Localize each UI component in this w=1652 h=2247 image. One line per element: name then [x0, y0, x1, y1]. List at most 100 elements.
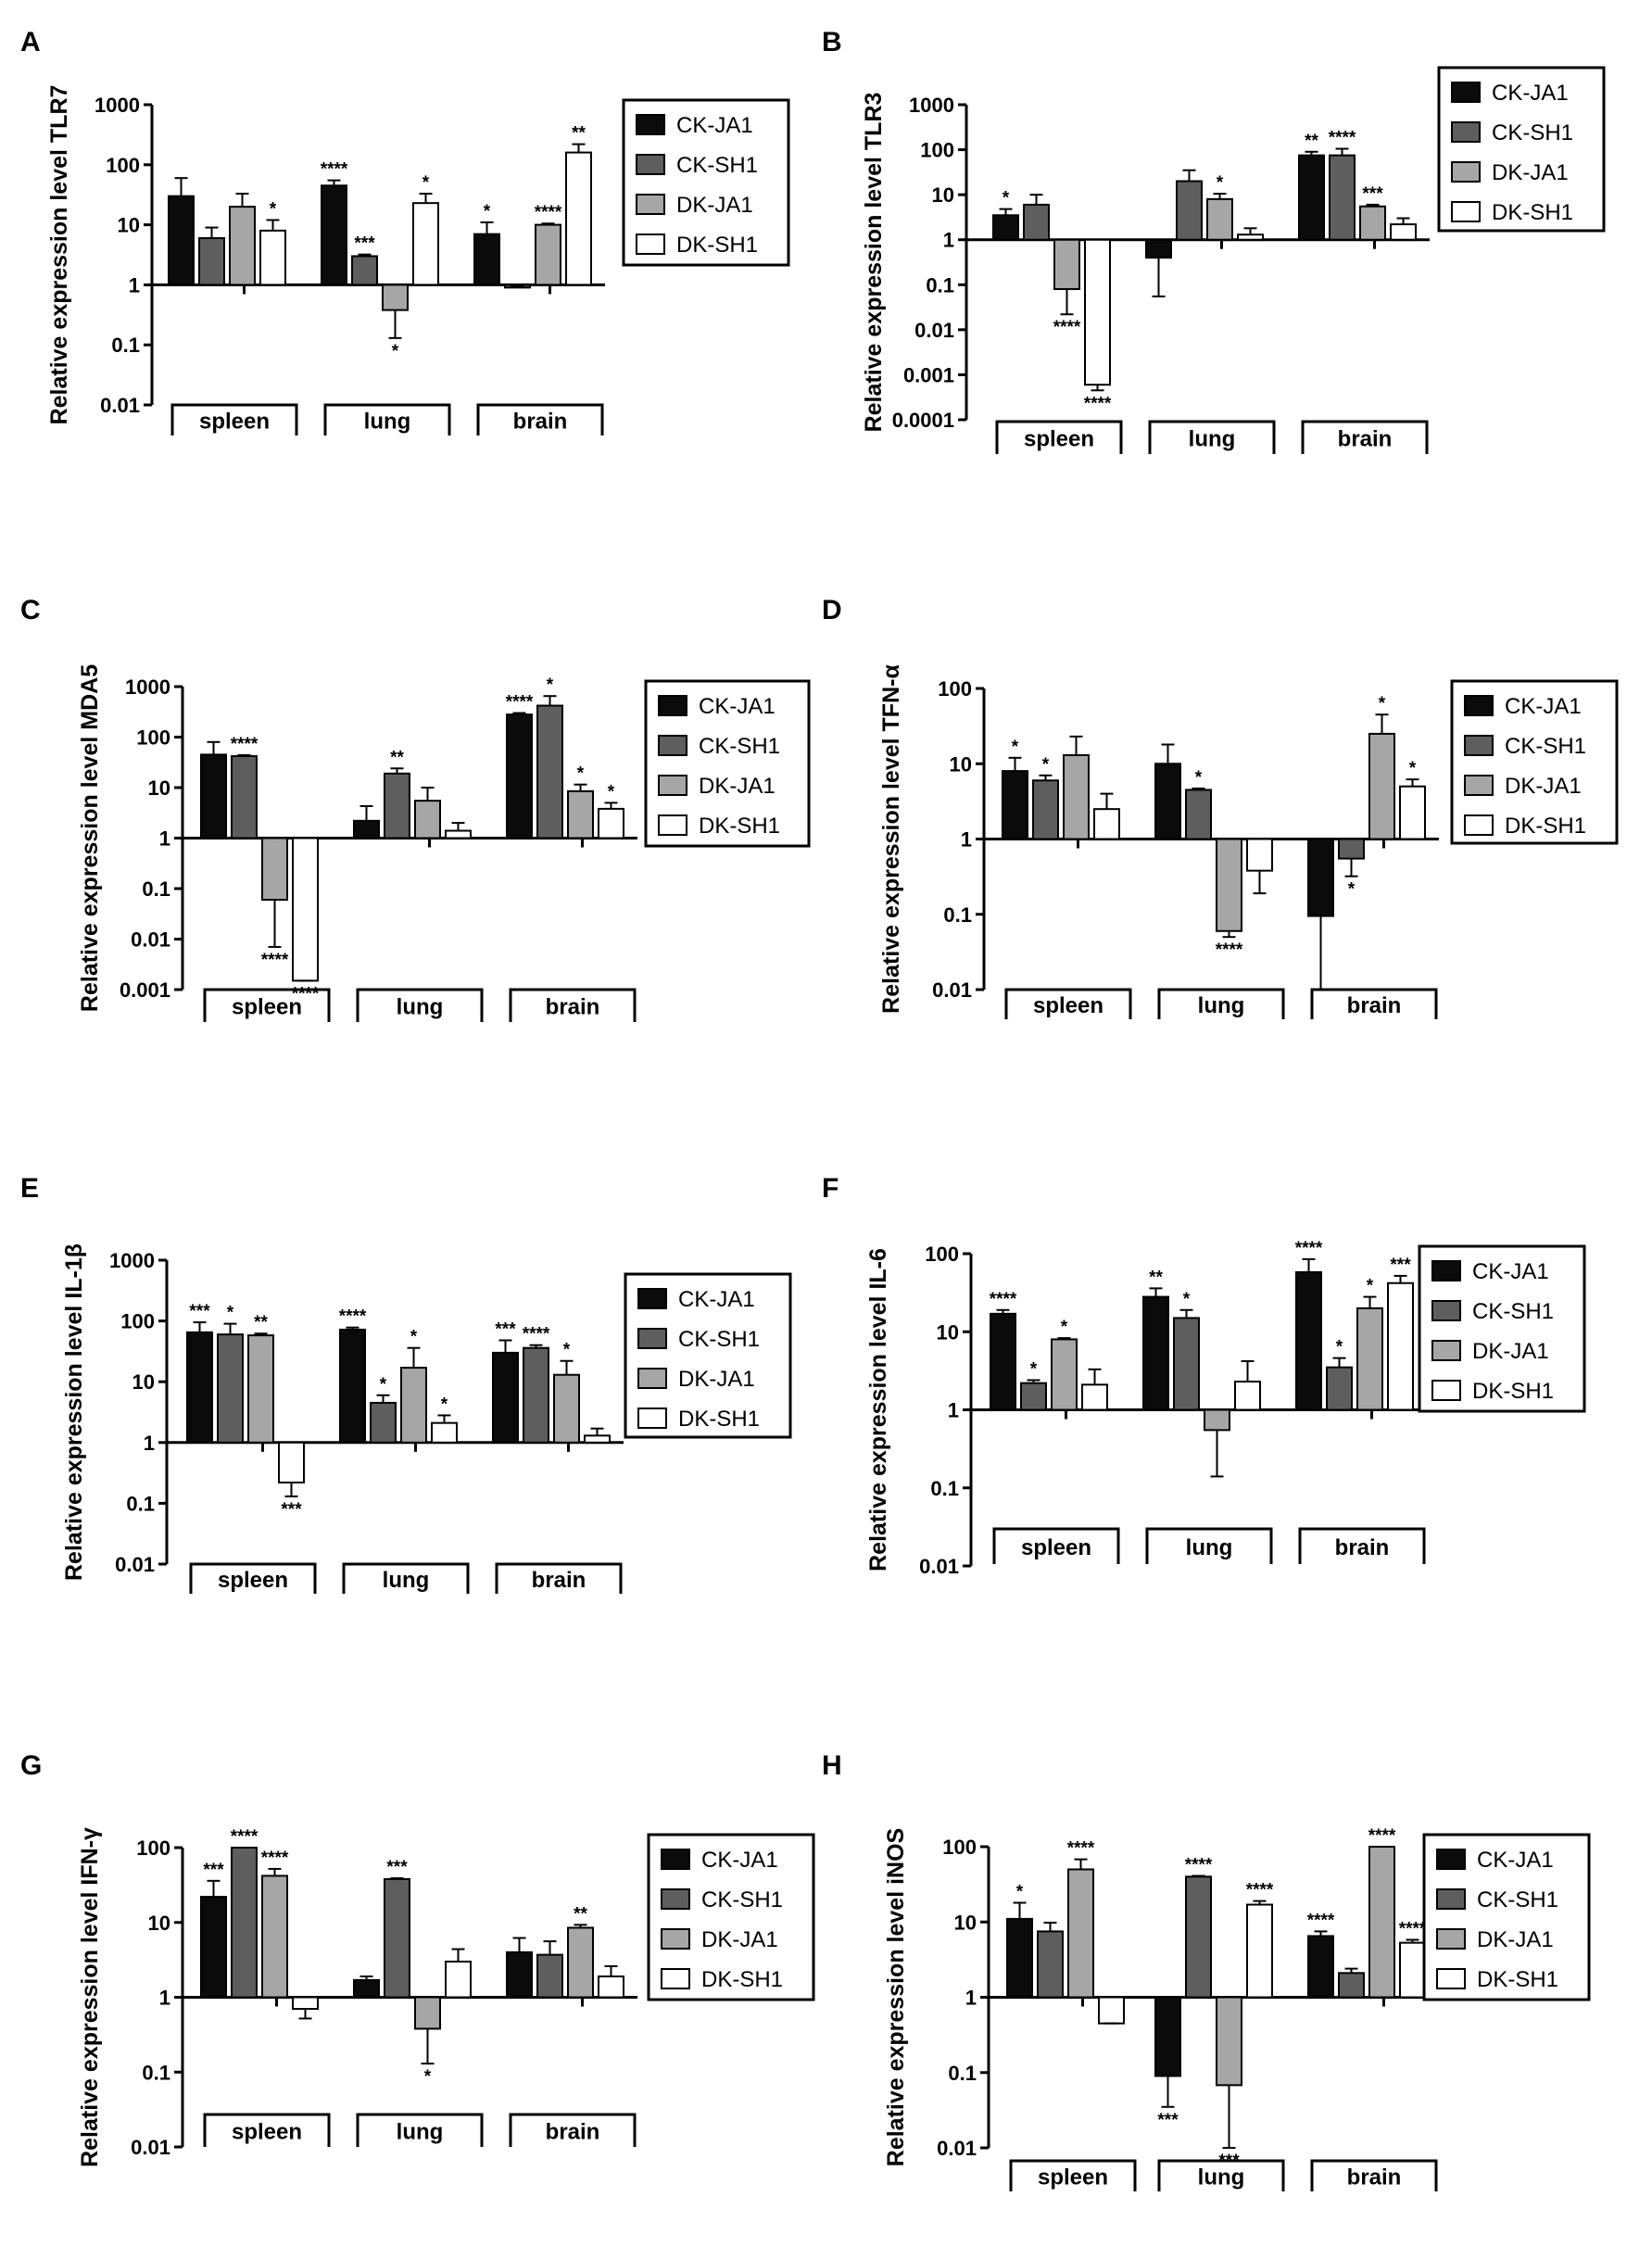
- legend-entry: DK-SH1: [1492, 200, 1573, 225]
- bar-dk-ja1: [247, 1334, 274, 1444]
- bar-dk-sh1: [1081, 1383, 1108, 1411]
- significance-label: *: [422, 173, 430, 193]
- category-bracket: [1310, 2159, 1438, 2191]
- bar-dk-sh1: [1390, 223, 1417, 241]
- legend-swatch: [1436, 1968, 1466, 1989]
- bar-dk-ja1: [1067, 1868, 1094, 1999]
- bar-ck-sh1: [1185, 1875, 1212, 1999]
- legend-entry: CK-JA1: [699, 694, 776, 719]
- category-bracket: [323, 403, 451, 436]
- significance-label: ****: [1053, 318, 1081, 337]
- legend-swatch: [1464, 775, 1494, 796]
- y-tick-label: 0.01: [914, 319, 954, 342]
- y-axis-title: Relative expression level IFN-γ: [77, 1827, 103, 2167]
- bar-dk-ja1: [414, 1996, 441, 2030]
- bar-dk-sh1: [292, 1996, 319, 2011]
- legend-entry: CK-SH1: [1505, 734, 1586, 759]
- category-bracket: [1310, 988, 1438, 1019]
- legend-swatch: [637, 1328, 667, 1349]
- legend-swatch: [636, 194, 665, 215]
- significance-label: *: [270, 199, 277, 219]
- bar-dk-ja1: [1051, 1338, 1078, 1411]
- category-label: brain: [1335, 1535, 1390, 1560]
- y-tick-label: 100: [925, 1243, 959, 1266]
- category-bracket: [1148, 420, 1276, 454]
- legend-entry: CK-JA1: [1492, 81, 1569, 106]
- category-label: lung: [397, 2120, 444, 2145]
- significance-label: ***: [354, 234, 375, 254]
- legend-swatch: [636, 154, 665, 175]
- category-label: brain: [1347, 993, 1402, 1018]
- legend: CK-JA1 CK-SH1 DK-JA1 DK-SH1: [1422, 1833, 1591, 2001]
- legend: CK-JA1 CK-SH1 DK-JA1 DK-SH1: [622, 98, 790, 267]
- chart-panel-b: B 0.0001 0.001 0.01 0.1 1 10 100 1000 Relative ex…: [822, 27, 1606, 454]
- category-bracket: [509, 988, 637, 1022]
- y-tick-label: 1: [159, 1987, 170, 2010]
- bar-dk-ja1: [1063, 753, 1090, 840]
- y-tick-label: 0.01: [932, 978, 972, 1002]
- legend-entry: DK-JA1: [676, 193, 753, 218]
- significance-label: *: [1336, 1338, 1343, 1357]
- category-label: brain: [532, 1568, 586, 1593]
- significance-label: ****: [1295, 1239, 1323, 1258]
- y-tick-label: 0.01: [131, 2136, 170, 2159]
- significance-label: ****: [1399, 1919, 1427, 1938]
- bar-ck-sh1: [1037, 1930, 1064, 1999]
- panel-letter: G: [20, 1750, 42, 1781]
- chart-panel-a: A 0.01 0.1 1 10 100 1000 Relative expression le…: [20, 27, 790, 436]
- y-tick-label: 10: [118, 214, 140, 237]
- significance-label: ****: [1246, 1881, 1274, 1900]
- bar-dk-sh1: [598, 807, 624, 839]
- legend-swatch: [658, 735, 687, 756]
- significance-label: *: [1012, 738, 1019, 757]
- y-tick-label: 1: [943, 229, 954, 252]
- legend-entry: DK-JA1: [1472, 1339, 1549, 1364]
- significance-label: ***: [203, 1861, 224, 1880]
- legend-swatch: [636, 234, 665, 255]
- bar-ck-sh1: [1032, 779, 1059, 840]
- legend: CK-JA1 CK-SH1 DK-JA1 DK-SH1: [647, 1833, 815, 2001]
- bar-ck-sh1: [351, 255, 378, 286]
- bar-ck-sh1: [1326, 1366, 1353, 1411]
- significance-label: ****: [261, 1849, 289, 1868]
- legend: CK-JA1 CK-SH1 DK-JA1 DK-SH1: [644, 679, 811, 848]
- legend-swatch: [661, 1888, 690, 1910]
- category-bracket: [1009, 2159, 1137, 2191]
- y-tick-label: 0.01: [131, 928, 170, 952]
- bar-ck-ja1: [1142, 1295, 1169, 1411]
- bar-dk-ja1: [1053, 238, 1080, 290]
- legend: CK-JA1 CK-SH1 DK-JA1 DK-SH1: [1418, 1244, 1586, 1413]
- bar-dk-sh1: [1093, 808, 1120, 840]
- category-label: spleen: [218, 1568, 288, 1593]
- bar-ck-ja1: [200, 753, 227, 839]
- bar-ck-ja1: [992, 214, 1019, 241]
- chart-panel-h: H 0.01 0.1 1 10 100 Relative expression level …: [822, 1750, 1591, 2191]
- category-label: brain: [546, 2120, 600, 2145]
- legend-entry: DK-SH1: [699, 814, 780, 839]
- bar-dk-ja1: [1216, 838, 1242, 932]
- legend-entry: CK-SH1: [1472, 1299, 1554, 1324]
- bar-dk-ja1: [1368, 1846, 1395, 1999]
- significance-label: ****: [231, 1827, 259, 1847]
- significance-label: ****: [1084, 394, 1112, 413]
- bar-dk-sh1: [445, 1960, 472, 1999]
- bar-ck-sh1: [1329, 154, 1356, 241]
- bar-ck-ja1: [1154, 763, 1181, 840]
- significance-label: ****: [506, 692, 534, 712]
- bar-ck-ja1: [1154, 1996, 1181, 2077]
- significance-label: *: [1003, 189, 1010, 208]
- bar-dk-ja1: [414, 800, 441, 839]
- y-tick-label: 10: [148, 1912, 170, 1935]
- legend-entry: DK-SH1: [676, 233, 758, 258]
- bar-ck-sh1: [370, 1401, 397, 1444]
- bar-dk-sh1: [259, 229, 286, 286]
- legend-entry: CK-SH1: [701, 1887, 783, 1912]
- bar-dk-ja1: [1368, 732, 1395, 840]
- panel-letter: H: [822, 1750, 842, 1781]
- category-label: lung: [1198, 993, 1245, 1018]
- bar-ck-sh1: [1023, 203, 1050, 241]
- bar-dk-sh1: [292, 837, 319, 982]
- legend-swatch: [1436, 1849, 1466, 1870]
- significance-label: ****: [1185, 1855, 1213, 1875]
- significance-label: *: [380, 1375, 387, 1395]
